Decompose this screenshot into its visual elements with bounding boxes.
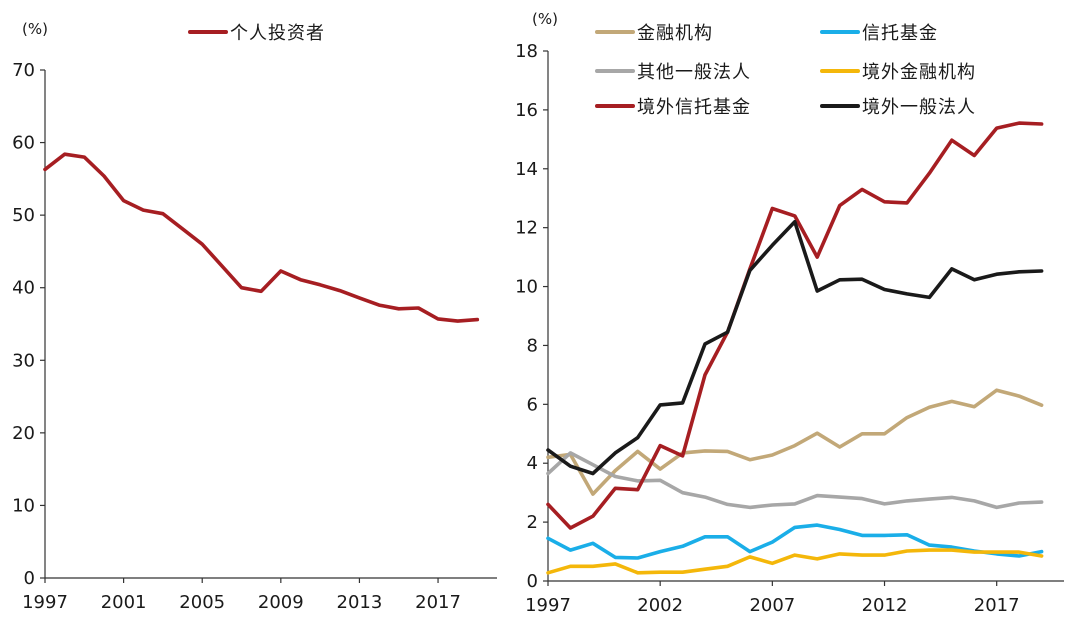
legend-label: 境外一般法人 bbox=[862, 97, 976, 118]
right-chart-institutional-investors: (%) 0 2 4 6 8 10 12 14 16 18 1997 2002 2007 2012 2017 金融… bbox=[515, 10, 1064, 616]
x-tick-label: 2002 bbox=[637, 595, 683, 616]
legend-item: 境外一般法人 bbox=[820, 97, 976, 118]
y-unit-label: (%) bbox=[532, 10, 558, 28]
legend-item: 信托基金 bbox=[820, 23, 938, 44]
legend-item: 境外金融机构 bbox=[820, 62, 976, 83]
series-line-right-1 bbox=[546, 523, 1044, 560]
y-tick-label: 40 bbox=[12, 278, 35, 299]
x-tick-label: 2009 bbox=[258, 592, 304, 613]
series-line-right-2 bbox=[546, 451, 1044, 510]
legend-label: 金融机构 bbox=[637, 23, 713, 44]
y-tick-label: 0 bbox=[24, 568, 35, 589]
series-line-right-3 bbox=[546, 548, 1044, 575]
series-line-left-0 bbox=[43, 152, 480, 323]
legend-label: 信托基金 bbox=[862, 23, 938, 44]
y-unit-label: (%) bbox=[22, 20, 48, 38]
legend-label: 个人投资者 bbox=[230, 23, 325, 44]
series-line-right-0 bbox=[546, 388, 1044, 496]
x-tick-label: 2012 bbox=[862, 595, 908, 616]
legend-item: 金融机构 bbox=[595, 23, 713, 44]
y-tick-label: 20 bbox=[12, 423, 35, 444]
legend-item: 境外信托基金 bbox=[595, 97, 751, 118]
legend-item: 其他一般法人 bbox=[595, 62, 751, 83]
x-tick-label: 1997 bbox=[525, 595, 571, 616]
y-tick-label: 6 bbox=[527, 394, 538, 415]
y-tick-label: 70 bbox=[12, 60, 35, 81]
x-tick-label: 2017 bbox=[415, 592, 461, 613]
x-tick-label: 2013 bbox=[337, 592, 383, 613]
y-tick-label: 50 bbox=[12, 205, 35, 226]
y-tick-label: 10 bbox=[12, 495, 35, 516]
x-tick-label: 2005 bbox=[179, 592, 225, 613]
x-tick-label: 2017 bbox=[974, 595, 1020, 616]
y-tick-label: 18 bbox=[515, 41, 538, 62]
x-tick-label: 2007 bbox=[749, 595, 795, 616]
y-tick-label: 14 bbox=[515, 159, 538, 180]
legend-label: 其他一般法人 bbox=[637, 62, 751, 83]
left-chart-personal-investors: (%) 0 10 20 30 40 50 60 70 1997 2001 2005 2009 2013 20… bbox=[12, 20, 497, 613]
series-line-right-5 bbox=[546, 220, 1044, 476]
series-line-right-4 bbox=[546, 121, 1044, 530]
legend-item: 个人投资者 bbox=[188, 23, 325, 44]
y-tick-label: 60 bbox=[12, 133, 35, 154]
y-tick-label: 12 bbox=[515, 218, 538, 239]
x-tick-label: 1997 bbox=[22, 592, 68, 613]
y-tick-label: 0 bbox=[527, 571, 538, 592]
legend-label: 境外金融机构 bbox=[862, 62, 976, 83]
legend-label: 境外信托基金 bbox=[637, 97, 751, 118]
y-tick-label: 2 bbox=[527, 512, 538, 533]
y-tick-label: 16 bbox=[515, 100, 538, 121]
x-tick-label: 2001 bbox=[101, 592, 147, 613]
y-tick-label: 8 bbox=[527, 335, 538, 356]
y-tick-label: 30 bbox=[12, 350, 35, 371]
y-tick-label: 10 bbox=[515, 277, 538, 298]
y-tick-label: 4 bbox=[527, 453, 538, 474]
